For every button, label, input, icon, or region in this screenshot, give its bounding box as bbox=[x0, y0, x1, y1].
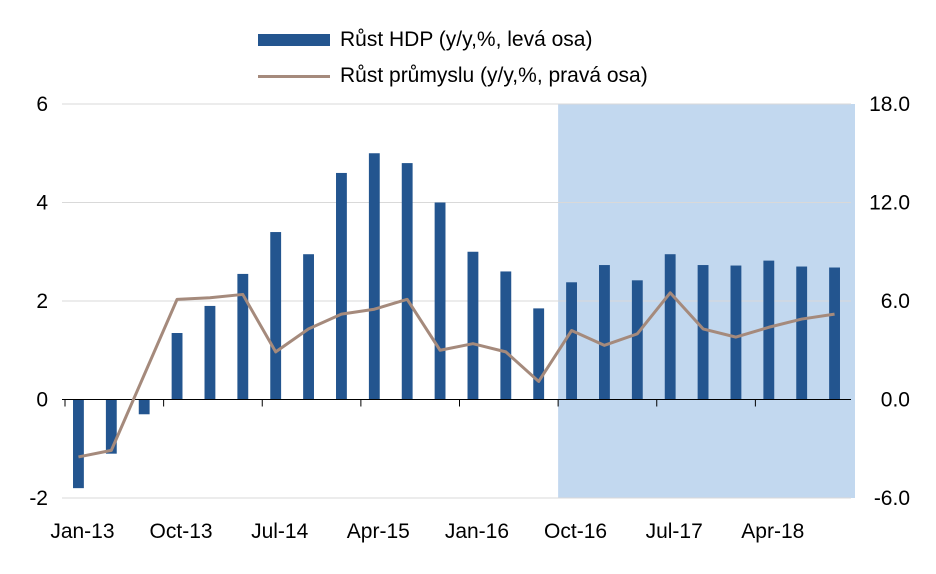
legend-label-gdp: Růst HDP (y/y,%, levá osa) bbox=[340, 28, 593, 51]
x-tick-label: Oct-16 bbox=[544, 520, 607, 543]
gdp-bar bbox=[401, 163, 413, 400]
gdp-bar bbox=[631, 280, 643, 400]
x-tick-label: Apr-15 bbox=[347, 520, 410, 543]
gdp-bar bbox=[664, 254, 676, 400]
gdp-bar bbox=[566, 282, 577, 400]
x-tick-label: Jul-14 bbox=[251, 520, 309, 543]
y-tick-left: 2 bbox=[36, 290, 48, 313]
legend-swatch-industry bbox=[258, 74, 330, 78]
y-tick-left: 4 bbox=[36, 192, 48, 215]
gdp-bar bbox=[368, 153, 380, 400]
gdp-bar bbox=[763, 260, 775, 400]
gdp-bar bbox=[829, 267, 840, 400]
gdp-bar bbox=[336, 172, 347, 400]
industry-line bbox=[78, 291, 835, 459]
gdp-bar bbox=[599, 265, 610, 400]
gdp-bar bbox=[171, 333, 183, 400]
gdp-bar bbox=[434, 202, 446, 400]
legend-item-gdp: Růst HDP (y/y,%, levá osa) bbox=[258, 22, 648, 58]
x-tick-label: Jan-13 bbox=[50, 520, 114, 543]
y-tick-right: 18.0 bbox=[869, 93, 910, 116]
x-tick-label: Oct-13 bbox=[150, 520, 213, 543]
y-tick-left: 6 bbox=[36, 93, 48, 116]
gdp-bar bbox=[138, 399, 150, 415]
gdp-bar bbox=[500, 271, 512, 400]
gdp-bar bbox=[105, 399, 117, 454]
x-tick-label: Jan-16 bbox=[445, 520, 509, 543]
x-tick-label: Jul-17 bbox=[646, 520, 703, 543]
gdp-bar bbox=[237, 273, 249, 400]
gdp-bar bbox=[796, 266, 808, 400]
y-tick-left: 0 bbox=[36, 389, 48, 412]
legend-swatch-gdp bbox=[258, 34, 330, 46]
y-tick-right: 12.0 bbox=[869, 192, 910, 215]
gdp-bar bbox=[73, 399, 84, 489]
y-tick-left: -2 bbox=[29, 487, 48, 510]
gdp-bar bbox=[467, 251, 479, 400]
gdp-bar bbox=[204, 305, 216, 400]
legend: Růst HDP (y/y,%, levá osa) Růst průmyslu… bbox=[258, 22, 648, 94]
y-tick-right: -6.0 bbox=[874, 487, 910, 510]
y-tick-right: 0.0 bbox=[881, 389, 910, 412]
gdp-bar bbox=[533, 308, 545, 400]
x-tick-label: Apr-18 bbox=[741, 520, 804, 543]
y-tick-right: 6.0 bbox=[881, 290, 910, 313]
gdp-bar bbox=[303, 254, 314, 400]
legend-item-industry: Růst průmyslu (y/y,%, pravá osa) bbox=[258, 58, 648, 94]
gdp-bar bbox=[697, 265, 709, 400]
legend-label-industry: Růst průmyslu (y/y,%, pravá osa) bbox=[340, 64, 648, 87]
gdp-bar bbox=[270, 232, 282, 400]
gdp-bar bbox=[730, 265, 742, 400]
